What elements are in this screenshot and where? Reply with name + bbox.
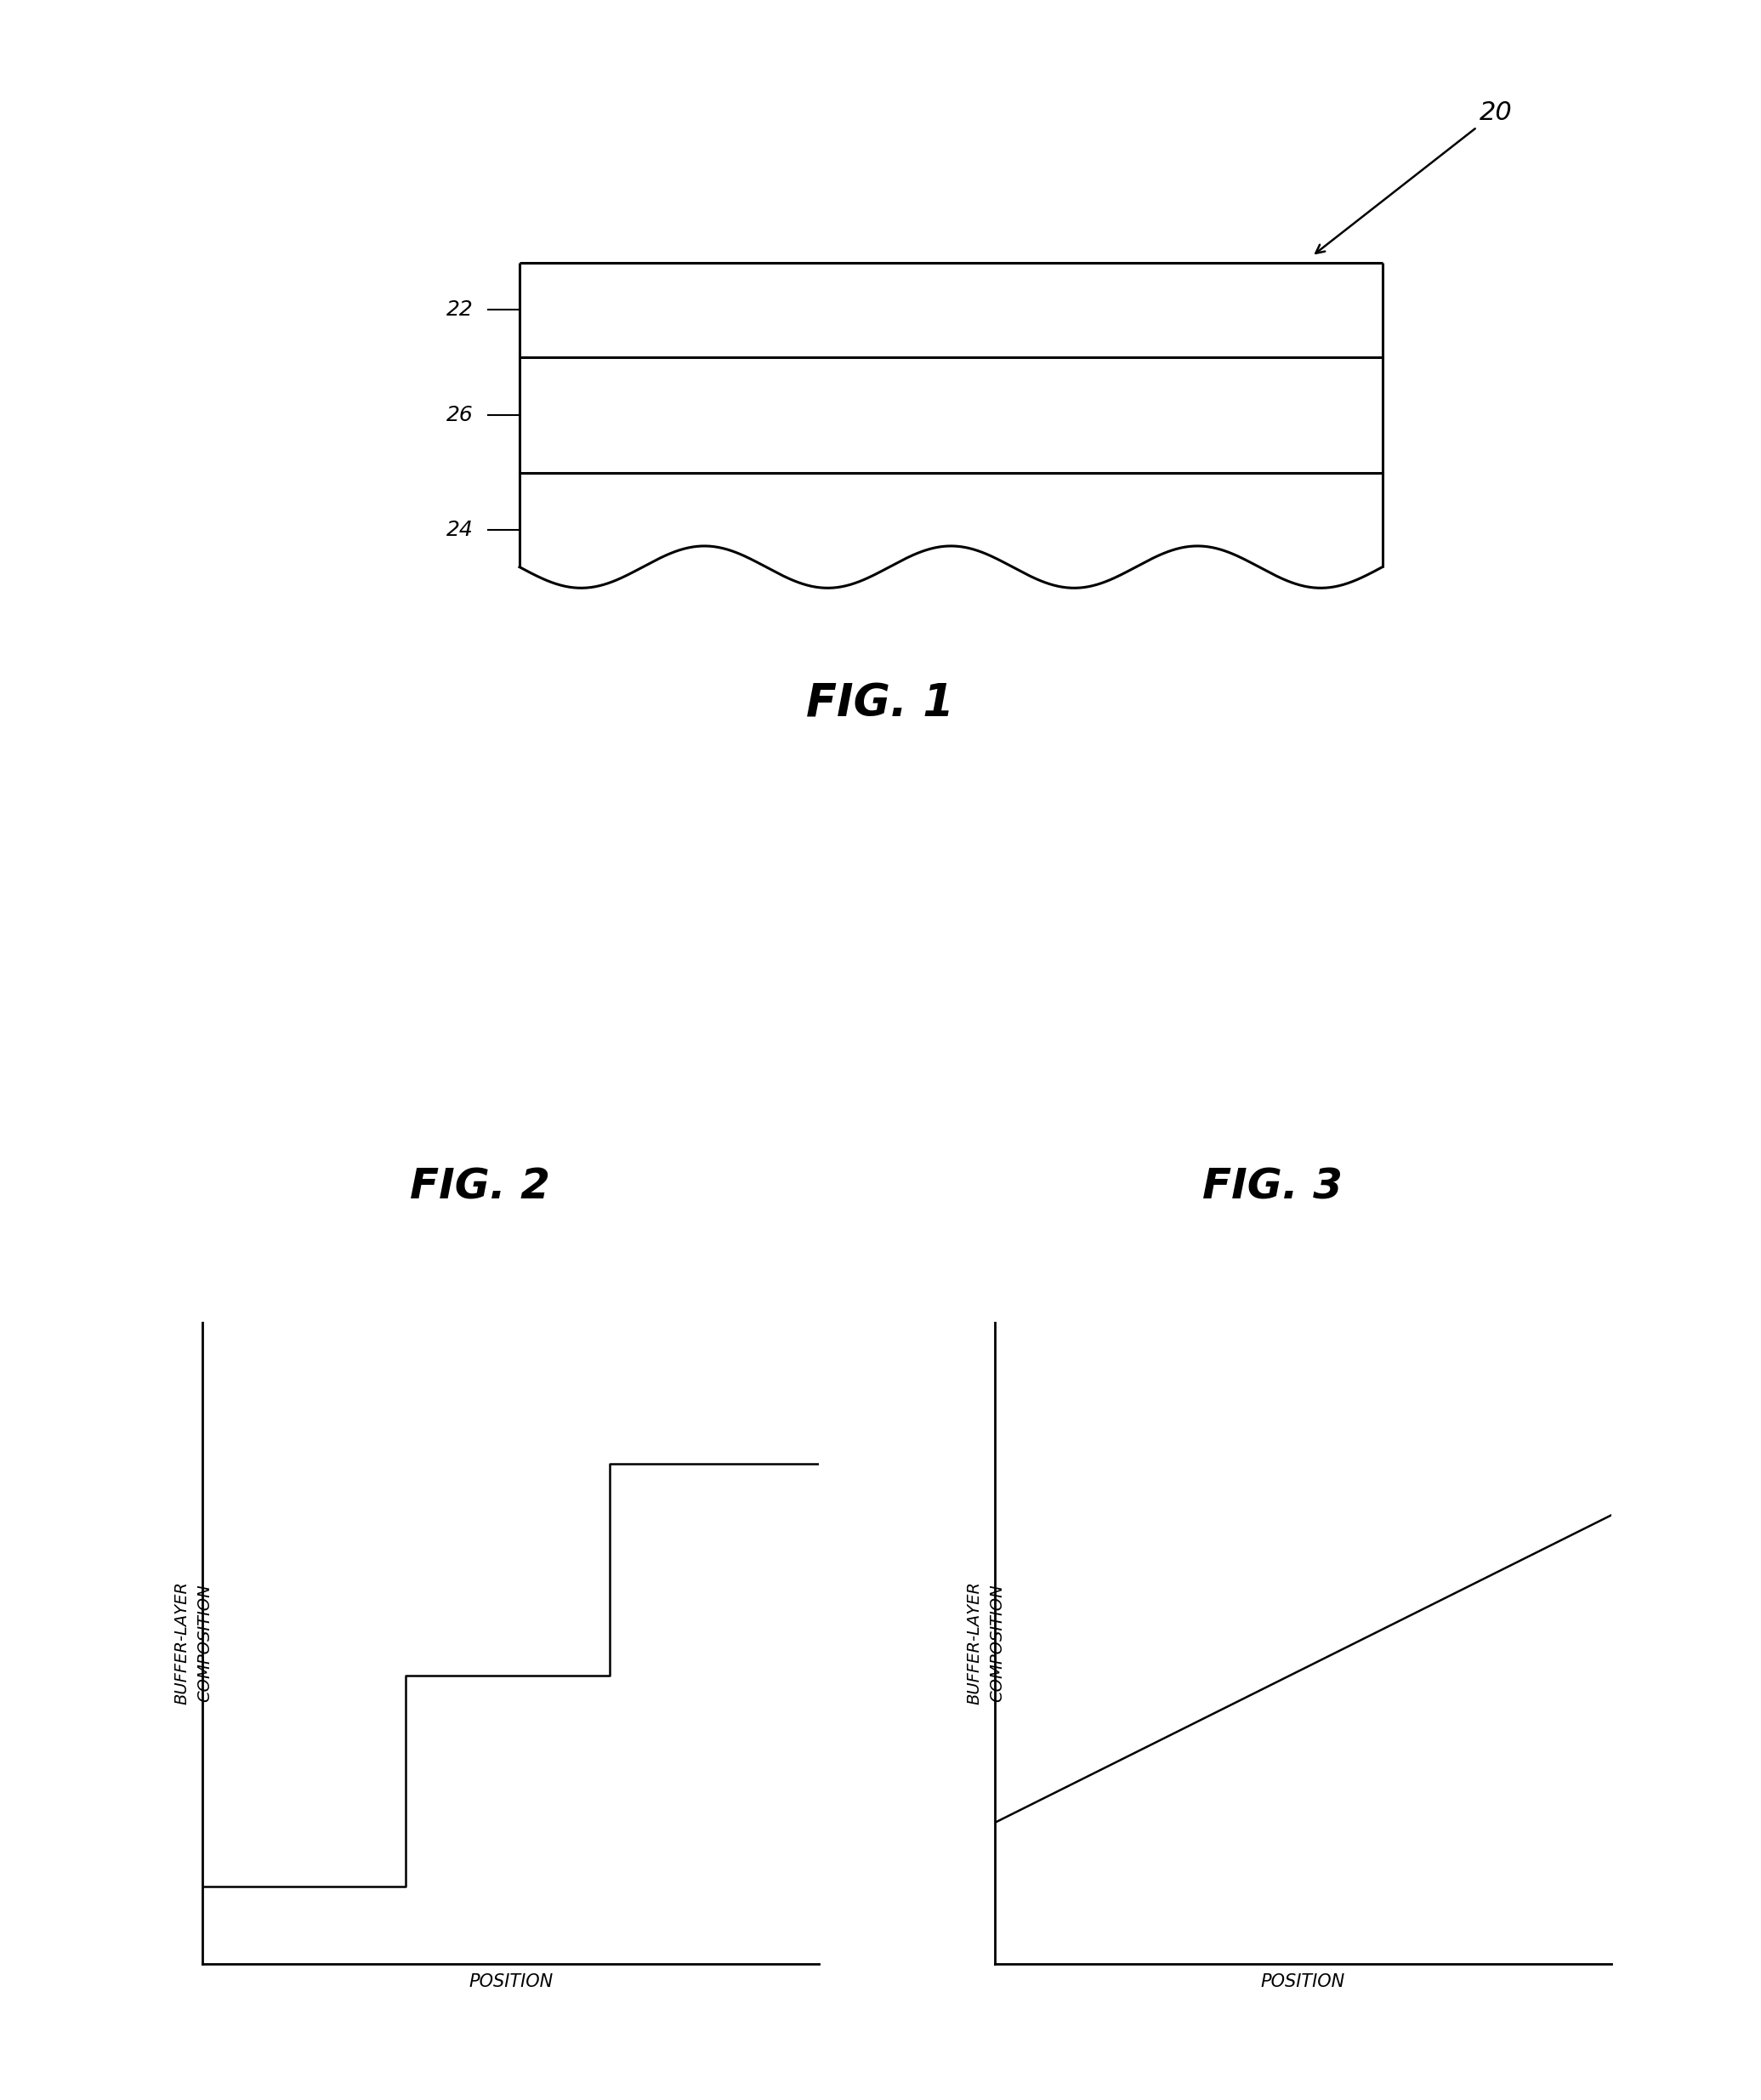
Text: 22: 22: [447, 300, 474, 319]
Y-axis label: BUFFER-LAYER
COMPOSITION: BUFFER-LAYER COMPOSITION: [174, 1581, 213, 1705]
Text: 24: 24: [447, 521, 474, 540]
X-axis label: POSITION: POSITION: [468, 1974, 553, 1991]
Text: FIG. 3: FIG. 3: [1203, 1168, 1342, 1208]
Text: FIG. 2: FIG. 2: [410, 1168, 549, 1208]
Text: 20: 20: [1315, 101, 1513, 254]
Text: 26: 26: [447, 405, 474, 424]
Y-axis label: BUFFER-LAYER
COMPOSITION: BUFFER-LAYER COMPOSITION: [967, 1581, 1006, 1705]
Text: FIG. 1: FIG. 1: [807, 680, 954, 727]
X-axis label: POSITION: POSITION: [1261, 1974, 1345, 1991]
